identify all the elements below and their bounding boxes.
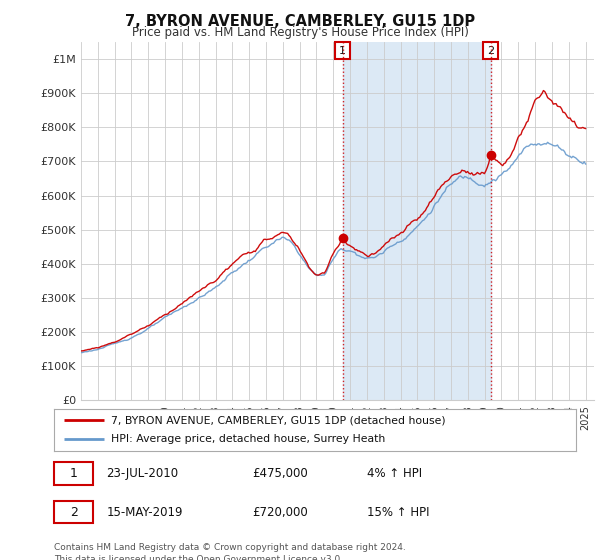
Text: 2: 2 <box>70 506 77 519</box>
Text: Contains HM Land Registry data © Crown copyright and database right 2024.
This d: Contains HM Land Registry data © Crown c… <box>54 543 406 560</box>
Text: £475,000: £475,000 <box>253 467 308 480</box>
Text: 1: 1 <box>70 467 77 480</box>
Text: Price paid vs. HM Land Registry's House Price Index (HPI): Price paid vs. HM Land Registry's House … <box>131 26 469 39</box>
Text: 7, BYRON AVENUE, CAMBERLEY, GU15 1DP (detached house): 7, BYRON AVENUE, CAMBERLEY, GU15 1DP (de… <box>112 415 446 425</box>
Text: 2: 2 <box>487 45 494 55</box>
FancyBboxPatch shape <box>54 501 93 523</box>
Text: HPI: Average price, detached house, Surrey Heath: HPI: Average price, detached house, Surr… <box>112 435 386 445</box>
Text: 15% ↑ HPI: 15% ↑ HPI <box>367 506 430 519</box>
Text: 7, BYRON AVENUE, CAMBERLEY, GU15 1DP: 7, BYRON AVENUE, CAMBERLEY, GU15 1DP <box>125 14 475 29</box>
FancyBboxPatch shape <box>54 463 93 484</box>
Text: 1: 1 <box>339 45 346 55</box>
Text: 15-MAY-2019: 15-MAY-2019 <box>106 506 182 519</box>
Text: 23-JUL-2010: 23-JUL-2010 <box>106 467 178 480</box>
Bar <box>343 42 491 400</box>
Text: £720,000: £720,000 <box>253 506 308 519</box>
Text: 4% ↑ HPI: 4% ↑ HPI <box>367 467 422 480</box>
